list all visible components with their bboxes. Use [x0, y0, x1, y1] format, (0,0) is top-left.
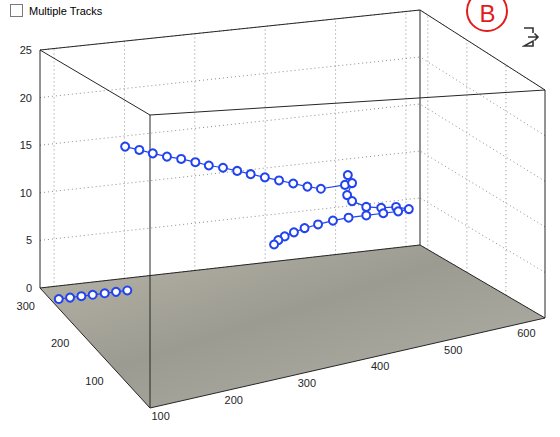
svg-text:0: 0	[26, 282, 32, 294]
svg-text:10: 10	[20, 187, 32, 199]
svg-text:200: 200	[225, 394, 243, 406]
svg-text:5: 5	[26, 234, 32, 246]
html-text:B: B	[479, 0, 496, 27]
svg-text:100: 100	[85, 375, 103, 387]
svg-text:300: 300	[298, 377, 316, 389]
svg-text:15: 15	[20, 139, 32, 151]
svg-text:20: 20	[20, 92, 32, 104]
svg-text:300: 300	[17, 300, 35, 312]
svg-text:200: 200	[51, 337, 69, 349]
svg-text:25: 25	[20, 44, 32, 56]
svg-text:100: 100	[151, 410, 169, 422]
html-text:Multiple Tracks: Multiple Tracks	[29, 4, 103, 17]
svg-text:600: 600	[517, 327, 535, 339]
svg-text:400: 400	[371, 360, 389, 372]
svg-text:500: 500	[444, 344, 462, 356]
